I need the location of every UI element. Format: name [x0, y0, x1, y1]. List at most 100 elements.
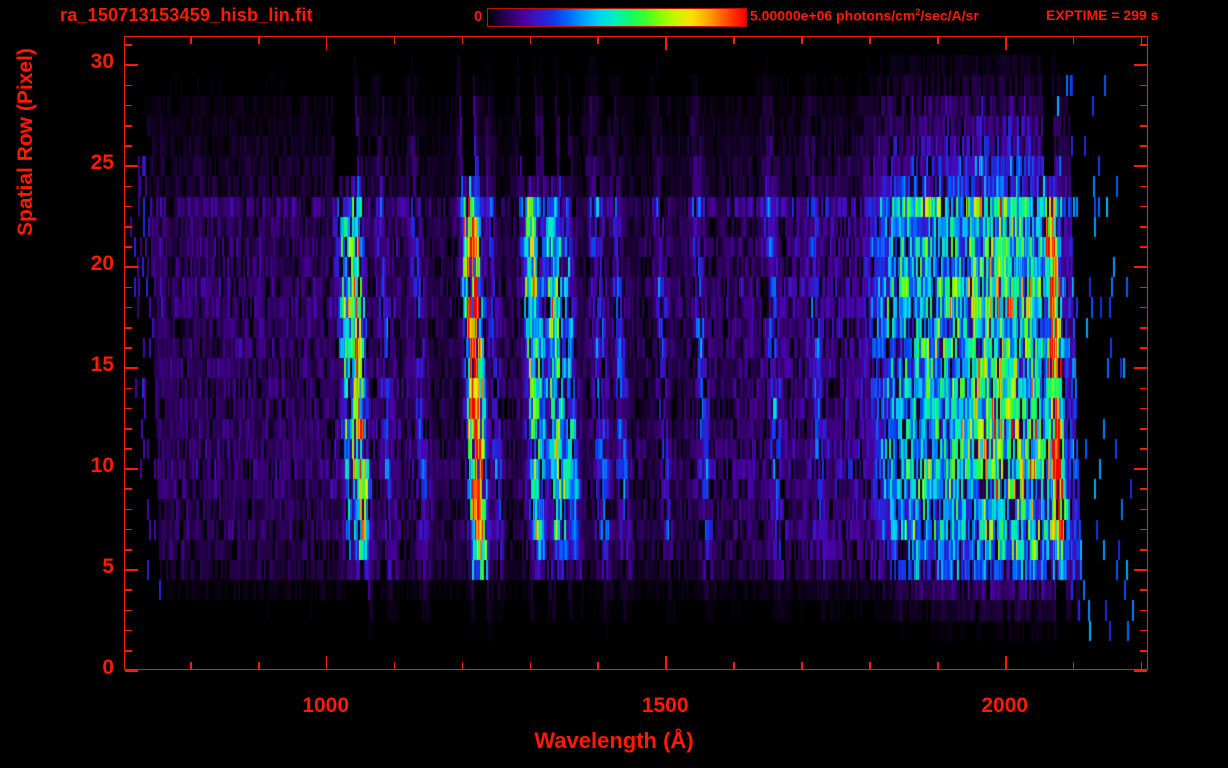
x-tick-top-1000 — [325, 37, 328, 50]
x-tick-1700 — [801, 662, 803, 669]
y-tick-label-25: 25 — [90, 151, 114, 175]
y-tick-right-22 — [1140, 225, 1147, 228]
y-tick-right-16 — [1140, 347, 1147, 349]
y-tick-right-2 — [1140, 629, 1147, 632]
y-tick-right-0 — [1134, 670, 1147, 672]
y-tick-right-18 — [1140, 306, 1147, 309]
x-tick-label-1500: 1500 — [641, 694, 689, 717]
x-tick-top-1100 — [393, 37, 396, 44]
y-tick-12 — [125, 427, 132, 430]
y-tick-right-25 — [1134, 165, 1147, 168]
y-tick-3 — [125, 609, 132, 612]
y-tick-right-30 — [1134, 64, 1147, 67]
x-tick-1100 — [393, 662, 396, 669]
x-tick-1500 — [665, 656, 667, 669]
x-tick-top-1400 — [597, 37, 600, 44]
y-tick-right-7 — [1140, 528, 1147, 531]
y-tick-right-11 — [1140, 448, 1147, 450]
x-tick-label-2000: 2000 — [981, 694, 1029, 717]
y-tick-29 — [125, 84, 132, 87]
y-axis-title-text: Spatial Row (Pixel) — [14, 48, 37, 236]
y-tick-label-0: 0 — [102, 656, 114, 679]
y-tick-right-9 — [1140, 488, 1147, 491]
y-tick-17 — [125, 326, 132, 329]
y-tick-label-20: 20 — [90, 252, 114, 276]
x-tick-1300 — [529, 662, 532, 669]
y-tick-right-15 — [1134, 367, 1147, 369]
page-title: ra_150713153459_hisb_lin.fit — [60, 5, 313, 25]
superscript-two: 2 — [915, 7, 921, 17]
x-axis-title: Wavelength (Å) — [534, 728, 694, 753]
x-tick-top-1500 — [665, 37, 667, 50]
colorbar-min-label: 0 — [474, 8, 483, 25]
x-tick-label-1000: 1000 — [302, 694, 350, 717]
y-tick-right-23 — [1140, 205, 1147, 208]
y-tick-right-20 — [1134, 266, 1147, 268]
x-tick-top-1600 — [733, 37, 735, 44]
x-tick-top-800 — [190, 37, 192, 44]
spectrogram-image — [125, 37, 1147, 669]
x-tick-1900 — [937, 662, 939, 669]
x-tick-top-2000 — [1004, 37, 1007, 50]
y-tick-25 — [125, 165, 138, 168]
x-tick-top-1800 — [869, 37, 871, 44]
y-tick-right-29 — [1140, 84, 1147, 87]
y-tick-right-28 — [1140, 104, 1147, 107]
x-tick-1200 — [461, 662, 464, 669]
x-tick-top-1900 — [937, 37, 939, 44]
y-tick-2 — [125, 629, 132, 632]
y-tick-right-4 — [1140, 589, 1147, 592]
y-tick-right-5 — [1134, 569, 1147, 571]
y-tick-right-12 — [1140, 427, 1147, 430]
y-tick-15 — [125, 367, 138, 369]
y-tick-13 — [125, 407, 132, 410]
y-tick-right-6 — [1140, 549, 1147, 551]
y-tick-10 — [125, 468, 138, 470]
x-tick-top-2100 — [1072, 37, 1075, 44]
x-tick-1600 — [733, 662, 735, 669]
y-tick-right-27 — [1140, 125, 1147, 127]
y-tick-1 — [125, 650, 132, 652]
y-tick-18 — [125, 306, 132, 309]
y-tick-right-1 — [1140, 650, 1147, 652]
y-tick-right-13 — [1140, 407, 1147, 410]
x-tick-800 — [190, 662, 192, 669]
y-tick-27 — [125, 125, 132, 127]
y-tick-23 — [125, 205, 132, 208]
y-tick-right-31 — [1140, 44, 1147, 46]
y-tick-5 — [125, 569, 138, 571]
y-tick-30 — [125, 64, 138, 67]
y-tick-right-10 — [1134, 468, 1147, 470]
y-tick-right-21 — [1140, 246, 1147, 248]
x-tick-top-2200 — [1140, 37, 1143, 44]
x-tick-2000 — [1004, 656, 1007, 669]
colorbar-max-label: 5.00000e+06 photons/cm2/sec/A/sr — [750, 7, 979, 24]
y-tick-28 — [125, 104, 132, 107]
plot-frame — [124, 36, 1148, 672]
x-tick-1400 — [597, 662, 600, 669]
y-tick-right-3 — [1140, 609, 1147, 612]
y-tick-right-19 — [1140, 286, 1147, 289]
colorbar-units-tail: /sec/A/sr — [920, 7, 979, 24]
colorbar-max-value: 5.00000e+06 photons/cm — [750, 7, 916, 24]
y-tick-6 — [125, 549, 132, 551]
y-tick-31 — [125, 44, 132, 46]
x-tick-2100 — [1072, 662, 1075, 669]
y-tick-26 — [125, 145, 132, 147]
x-tick-900 — [257, 662, 260, 669]
y-tick-7 — [125, 528, 132, 531]
y-tick-24 — [125, 185, 132, 188]
y-tick-right-17 — [1140, 326, 1147, 329]
y-tick-16 — [125, 347, 132, 349]
y-tick-label-10: 10 — [90, 454, 114, 478]
y-tick-label-5: 5 — [102, 555, 114, 579]
y-tick-0 — [125, 670, 138, 672]
x-tick-top-1700 — [801, 37, 803, 44]
y-tick-9 — [125, 488, 132, 491]
y-tick-21 — [125, 246, 132, 248]
x-tick-1000 — [325, 656, 328, 669]
y-tick-22 — [125, 225, 132, 228]
exptime-label: EXPTIME = 299 s — [1046, 7, 1159, 23]
y-tick-right-24 — [1140, 185, 1147, 188]
